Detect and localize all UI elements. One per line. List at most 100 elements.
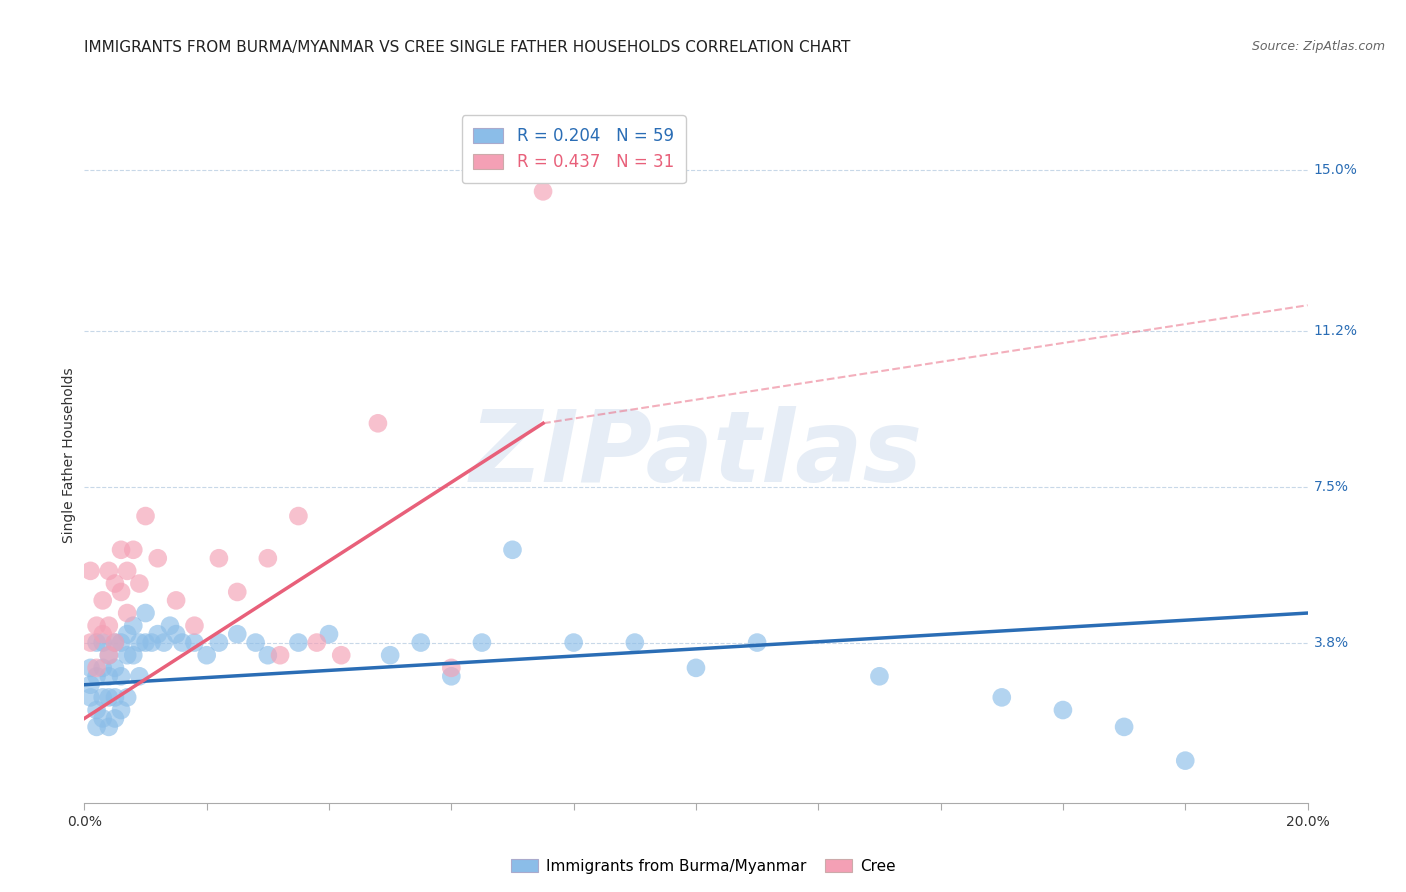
- Point: [471, 635, 494, 649]
- Point: [97, 648, 120, 663]
- Point: [330, 648, 353, 663]
- Point: [208, 551, 231, 566]
- Text: 3.8%: 3.8%: [1313, 636, 1348, 649]
- Point: [104, 576, 127, 591]
- Point: [128, 576, 150, 591]
- Text: ZIPatlas: ZIPatlas: [470, 407, 922, 503]
- Legend: R = 0.204   N = 59, R = 0.437   N = 31: R = 0.204 N = 59, R = 0.437 N = 31: [461, 115, 686, 183]
- Point: [165, 593, 187, 607]
- Point: [869, 669, 891, 683]
- Point: [1052, 703, 1074, 717]
- Point: [86, 618, 108, 632]
- Point: [257, 648, 280, 663]
- Point: [110, 542, 132, 557]
- Point: [86, 635, 108, 649]
- Point: [287, 509, 309, 524]
- Point: [624, 635, 647, 649]
- Point: [141, 635, 163, 649]
- Point: [91, 635, 114, 649]
- Point: [104, 635, 127, 649]
- Point: [245, 635, 267, 649]
- Point: [183, 618, 205, 632]
- Point: [86, 661, 108, 675]
- Text: Source: ZipAtlas.com: Source: ZipAtlas.com: [1251, 40, 1385, 54]
- Point: [1114, 720, 1136, 734]
- Point: [305, 635, 328, 649]
- Point: [122, 618, 145, 632]
- Point: [91, 593, 114, 607]
- Point: [440, 661, 463, 675]
- Point: [257, 551, 280, 566]
- Point: [287, 635, 309, 649]
- Point: [991, 690, 1014, 705]
- Y-axis label: Single Father Households: Single Father Households: [62, 368, 76, 542]
- Point: [91, 690, 114, 705]
- Point: [110, 703, 132, 717]
- Point: [226, 627, 249, 641]
- Text: IMMIGRANTS FROM BURMA/MYANMAR VS CREE SINGLE FATHER HOUSEHOLDS CORRELATION CHART: IMMIGRANTS FROM BURMA/MYANMAR VS CREE SI…: [84, 40, 851, 55]
- Point: [165, 627, 187, 641]
- Point: [146, 551, 169, 566]
- Point: [135, 509, 157, 524]
- Point: [86, 669, 108, 683]
- Point: [115, 690, 138, 705]
- Point: [135, 606, 157, 620]
- Point: [1174, 754, 1197, 768]
- Point: [183, 635, 205, 649]
- Point: [97, 720, 120, 734]
- Point: [86, 703, 108, 717]
- Point: [172, 635, 194, 649]
- Point: [122, 542, 145, 557]
- Point: [97, 648, 120, 663]
- Point: [159, 618, 181, 632]
- Point: [409, 635, 432, 649]
- Point: [115, 627, 138, 641]
- Point: [110, 635, 132, 649]
- Point: [79, 635, 101, 649]
- Point: [104, 690, 127, 705]
- Point: [562, 635, 585, 649]
- Point: [79, 678, 101, 692]
- Point: [104, 635, 127, 649]
- Point: [91, 661, 114, 675]
- Point: [122, 648, 145, 663]
- Point: [97, 618, 120, 632]
- Text: 11.2%: 11.2%: [1313, 324, 1358, 337]
- Point: [91, 711, 114, 725]
- Point: [318, 627, 340, 641]
- Point: [208, 635, 231, 649]
- Point: [195, 648, 218, 663]
- Point: [685, 661, 707, 675]
- Point: [110, 669, 132, 683]
- Point: [747, 635, 769, 649]
- Point: [115, 564, 138, 578]
- Point: [440, 669, 463, 683]
- Text: 7.5%: 7.5%: [1313, 480, 1348, 493]
- Point: [115, 606, 138, 620]
- Point: [79, 661, 101, 675]
- Point: [97, 690, 120, 705]
- Point: [226, 585, 249, 599]
- Point: [97, 669, 120, 683]
- Point: [531, 185, 554, 199]
- Point: [367, 417, 389, 431]
- Point: [104, 711, 127, 725]
- Point: [91, 627, 114, 641]
- Point: [97, 564, 120, 578]
- Point: [79, 690, 101, 705]
- Point: [502, 542, 524, 557]
- Text: 15.0%: 15.0%: [1313, 163, 1358, 178]
- Point: [79, 564, 101, 578]
- Point: [269, 648, 291, 663]
- Point: [380, 648, 402, 663]
- Point: [86, 720, 108, 734]
- Legend: Immigrants from Burma/Myanmar, Cree: Immigrants from Burma/Myanmar, Cree: [505, 853, 901, 880]
- Point: [115, 648, 138, 663]
- Point: [128, 635, 150, 649]
- Point: [135, 635, 157, 649]
- Point: [153, 635, 176, 649]
- Point: [128, 669, 150, 683]
- Point: [146, 627, 169, 641]
- Point: [104, 661, 127, 675]
- Point: [110, 585, 132, 599]
